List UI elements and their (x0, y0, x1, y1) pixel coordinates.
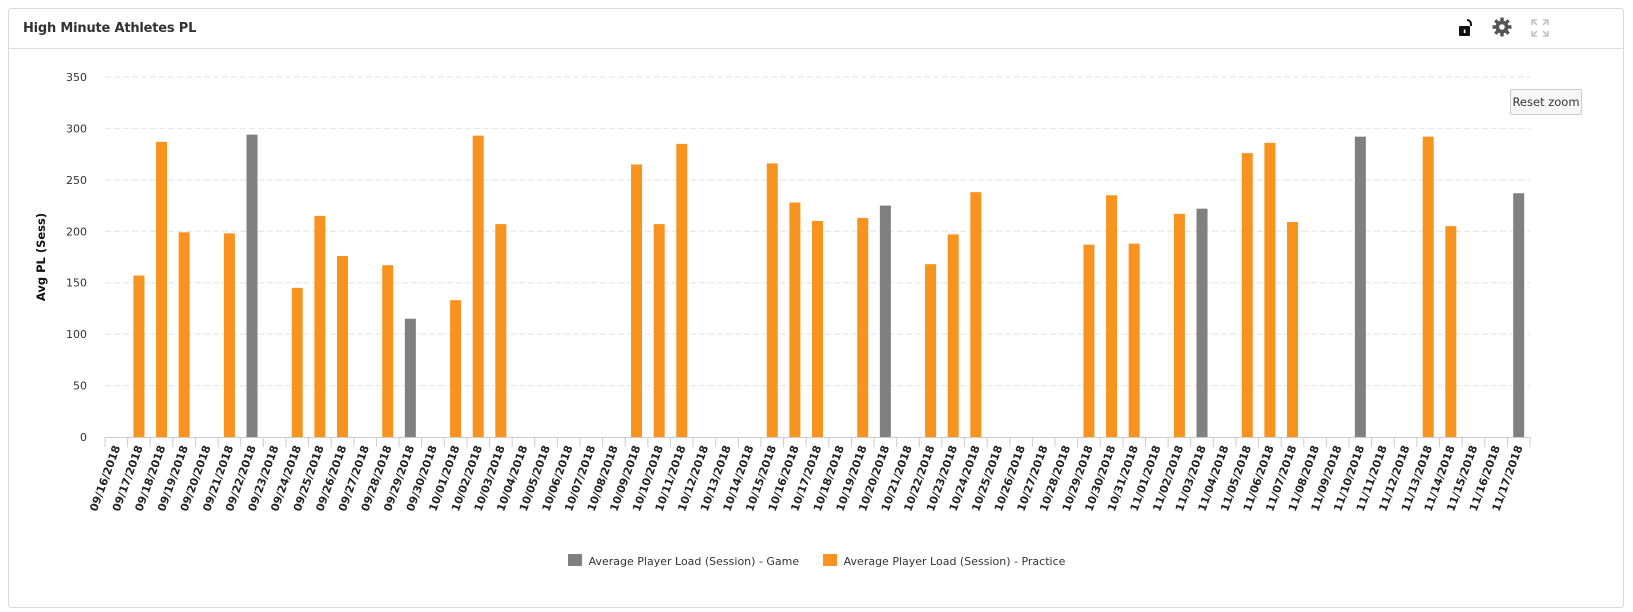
bar-practice (1445, 226, 1457, 437)
gear-icon[interactable] (1491, 16, 1513, 38)
bar-practice (495, 224, 507, 437)
bar-practice (1422, 136, 1434, 437)
y-tick-label: 150 (66, 277, 87, 290)
y-axis-title: Avg PL (Sess) (34, 213, 48, 301)
lock-open-icon[interactable] (1458, 18, 1480, 40)
bar-practice (1241, 153, 1253, 437)
bar-game (246, 134, 258, 437)
expand-icon[interactable] (1530, 18, 1552, 40)
y-tick-label: 250 (66, 174, 87, 187)
bar-practice (382, 265, 394, 437)
bar-practice (314, 215, 326, 437)
y-tick-label: 100 (66, 328, 87, 341)
bar-practice (337, 255, 348, 437)
bar-practice (1128, 243, 1140, 437)
bar-practice (178, 232, 190, 437)
legend-label-game: Average Player Load (Session) - Game (588, 555, 800, 568)
bar-practice (812, 221, 823, 437)
bar-practice (676, 143, 688, 437)
bar-practice (472, 135, 484, 437)
bar-practice (970, 192, 982, 437)
bar-game (1354, 136, 1366, 437)
panel-header: High Minute Athletes PL (9, 9, 1623, 49)
bar-practice (947, 234, 959, 437)
legend-item-game[interactable]: Average Player Load (Session) - Game (567, 554, 800, 568)
bar-practice (789, 202, 801, 437)
bar-game (879, 205, 891, 437)
y-tick-label: 50 (73, 380, 87, 393)
bar-practice (925, 264, 937, 437)
y-tick-label: 300 (66, 122, 87, 135)
bar-game (1196, 208, 1208, 437)
bar-game (404, 318, 416, 437)
y-tick-label: 350 (66, 71, 87, 84)
bar-practice (450, 300, 462, 437)
y-tick-label: 200 (66, 225, 87, 238)
bar-practice (156, 141, 168, 438)
panel-title: High Minute Athletes PL (23, 21, 197, 36)
bar-practice (291, 287, 303, 437)
bar-practice (766, 163, 778, 437)
bar-game (1513, 193, 1525, 437)
bar-practice (1287, 222, 1298, 437)
bar-practice (1083, 244, 1095, 437)
legend-label-practice: Average Player Load (Session) - Practice (843, 555, 1066, 568)
bar-practice (857, 217, 869, 437)
bar-practice (133, 275, 145, 437)
chart-legend: Average Player Load (Session) - Game Ave… (0, 554, 1633, 568)
legend-item-practice[interactable]: Average Player Load (Session) - Practice (822, 554, 1066, 568)
bar-practice (653, 224, 665, 437)
bar-practice (1106, 195, 1118, 437)
reset-zoom-button[interactable]: Reset zoom (1510, 89, 1582, 115)
y-tick-label: 0 (80, 431, 87, 444)
legend-swatch-game (567, 554, 582, 566)
bar-practice (223, 233, 235, 437)
bar-practice (631, 164, 643, 437)
legend-swatch-practice (822, 554, 837, 566)
bar-practice (1173, 213, 1185, 437)
bar-practice (1264, 142, 1276, 438)
